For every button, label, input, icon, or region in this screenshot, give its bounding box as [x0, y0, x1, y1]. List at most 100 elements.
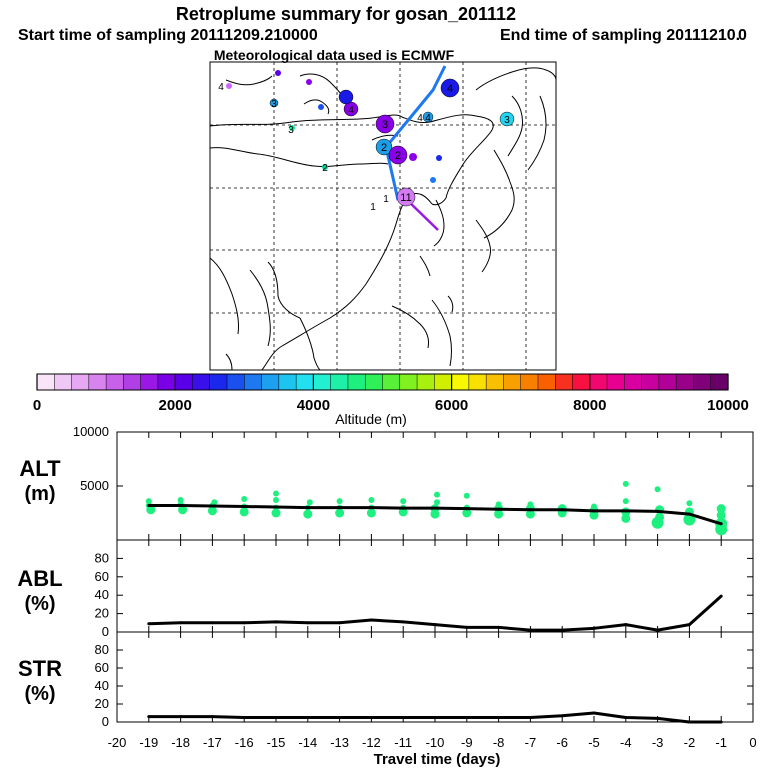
colorbar-swatch — [209, 373, 228, 391]
series-point-abl — [210, 621, 214, 625]
map-marker-label: 4 — [417, 113, 423, 124]
series-point-alt — [147, 503, 151, 507]
map-marker — [269, 98, 279, 108]
series-point-abl — [274, 620, 278, 624]
colorbar-swatch — [485, 373, 504, 391]
series-point-abl — [592, 626, 596, 630]
series-point-alt — [433, 506, 437, 510]
series-point-alt — [465, 507, 469, 511]
y-tick-label: 80 — [95, 550, 109, 565]
series-point-str — [210, 715, 214, 719]
colorbar-swatch — [675, 373, 694, 391]
altitude-scatter-point — [271, 508, 281, 518]
colorbar-swatch — [555, 373, 574, 391]
colorbar-swatch — [105, 373, 124, 391]
map-marker-label: 1 — [370, 202, 376, 213]
colorbar-tick-label: 10000 — [707, 397, 749, 414]
series-point-abl — [656, 628, 660, 632]
series-point-str — [624, 716, 628, 719]
x-tick-label: 0 — [749, 735, 756, 750]
y-tick-label: 20 — [95, 606, 109, 621]
panel-frame — [116, 539, 754, 633]
altitude-scatter-point — [178, 505, 188, 515]
altitude-scatter-point — [177, 497, 184, 504]
series-point-str — [560, 714, 564, 718]
altitude-scatter-point — [211, 499, 218, 506]
y-tick-label: 60 — [95, 660, 109, 675]
map-marker — [409, 153, 417, 161]
series-point-abl — [147, 622, 151, 626]
series-point-alt — [369, 506, 373, 510]
map-marker — [436, 155, 442, 161]
y-tick-label: 5000 — [80, 478, 109, 493]
series-point-alt — [624, 509, 628, 513]
map-marker — [499, 111, 515, 127]
colorbar-swatch — [572, 373, 591, 391]
series-point-str — [497, 716, 501, 719]
altitude-scatter-point — [654, 486, 661, 493]
map-marker — [422, 111, 434, 123]
altitude-scatter-point — [621, 513, 631, 523]
altitude-scatter-point — [463, 492, 470, 499]
altitude-scatter-point — [495, 501, 502, 508]
x-tick-label: -16 — [235, 735, 254, 750]
x-tick-label: -8 — [493, 735, 505, 750]
colorbar-tick-label: 2000 — [159, 397, 192, 414]
series-point-alt — [687, 512, 691, 516]
series-point-str — [306, 716, 310, 719]
colorbar-swatch — [589, 373, 608, 391]
y-tick-label: 40 — [95, 678, 109, 693]
altitude-scatter-point — [686, 500, 693, 507]
altitude-scatter-point — [462, 508, 472, 518]
map-marker-label: 3 — [504, 115, 510, 126]
colorbar-swatch — [468, 373, 487, 391]
x-tick-label: -17 — [203, 735, 222, 750]
altitude-scatter-point — [622, 480, 629, 487]
x-tick-label: -3 — [652, 735, 664, 750]
altitude-scatter-point — [366, 508, 376, 518]
series-point-str — [242, 716, 246, 719]
y-tick-label: 0 — [102, 624, 109, 639]
altitude-scatter-point — [434, 499, 440, 506]
map-marker — [375, 114, 395, 134]
altitude-scatter-point — [622, 498, 629, 505]
colorbar-swatch — [295, 373, 314, 391]
series-point-abl — [433, 623, 437, 627]
altitude-scatter-point — [591, 503, 597, 510]
panel-ylabel-unit: (%) — [24, 593, 55, 615]
altitude-scatter-point — [434, 491, 440, 498]
colorbar-swatch — [520, 373, 539, 391]
series-point-alt — [592, 509, 596, 513]
colorbar-swatch — [658, 373, 677, 391]
met-data-label: Meteorological data used is ECMWF — [214, 47, 455, 63]
start-time-label: Start time of sampling 20111209.210000 — [18, 27, 318, 44]
x-tick-label: -2 — [684, 735, 696, 750]
colorbar-swatch — [434, 373, 453, 391]
altitude-scatter-point — [527, 501, 534, 508]
altitude-scatter-point — [241, 495, 248, 502]
map-marker — [275, 70, 281, 76]
map-marker-label: 11 — [400, 192, 411, 204]
series-point-str — [719, 720, 723, 724]
panel-frame — [116, 631, 754, 723]
map-marker — [430, 177, 436, 183]
series-point-abl — [687, 623, 691, 627]
colorbar-swatch — [226, 373, 245, 391]
colorbar-swatch — [537, 373, 556, 391]
series-point-abl — [497, 625, 501, 629]
colorbar-swatch — [416, 373, 435, 391]
panel-ylabel-unit: (m) — [24, 483, 55, 505]
altitude-scatter-point — [207, 506, 217, 516]
y-tick-label: 60 — [95, 569, 109, 584]
map-marker-label: 4 — [348, 105, 354, 116]
map-marker-label: 3 — [288, 125, 294, 136]
x-tick-label: -11 — [394, 735, 412, 750]
y-tick-label: 20 — [95, 696, 109, 711]
map-marker — [396, 187, 416, 207]
series-point-str — [656, 716, 660, 720]
series-point-abl — [401, 620, 405, 624]
colorbar-tick-label: 6000 — [435, 397, 468, 414]
altitude-scatter-point — [303, 509, 313, 519]
map-graticule — [210, 62, 556, 370]
colorbar-swatch — [364, 373, 384, 391]
